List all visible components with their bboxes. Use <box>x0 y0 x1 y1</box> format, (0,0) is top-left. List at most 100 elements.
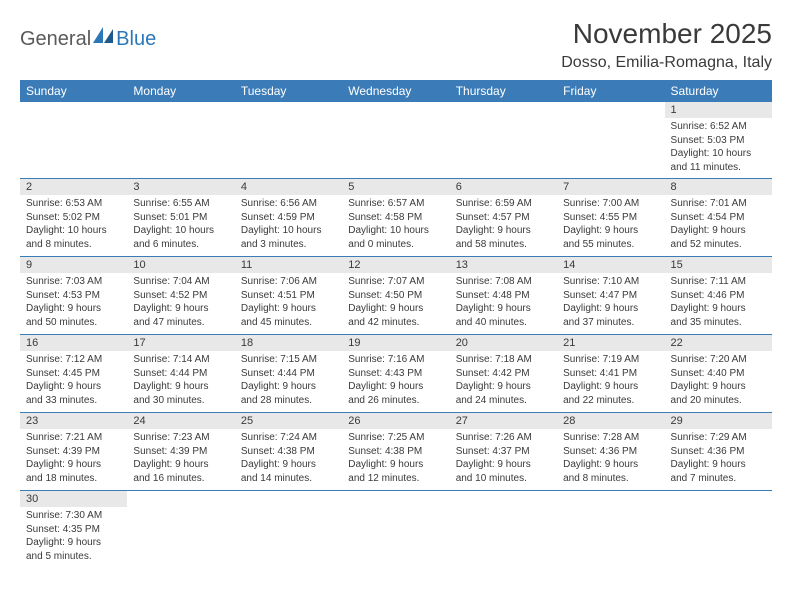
day-content: Sunrise: 6:53 AMSunset: 5:02 PMDaylight:… <box>20 195 127 255</box>
day-cell: 3Sunrise: 6:55 AMSunset: 5:01 PMDaylight… <box>127 179 234 257</box>
day-cell: 6Sunrise: 6:59 AMSunset: 4:57 PMDaylight… <box>450 179 557 257</box>
day-number: 1 <box>665 102 772 118</box>
day-line: Sunrise: 7:19 AM <box>563 353 658 367</box>
dayname-thu: Thursday <box>450 80 557 102</box>
day-cell: 7Sunrise: 7:00 AMSunset: 4:55 PMDaylight… <box>557 179 664 257</box>
day-line: Sunrise: 7:30 AM <box>26 509 121 523</box>
day-number: 17 <box>127 335 234 351</box>
day-line: Sunset: 4:39 PM <box>26 445 121 459</box>
day-cell: 26Sunrise: 7:25 AMSunset: 4:38 PMDayligh… <box>342 413 449 491</box>
day-line: and 7 minutes. <box>671 472 766 486</box>
day-line: Sunrise: 7:06 AM <box>241 275 336 289</box>
day-cell <box>342 102 449 179</box>
day-line: Daylight: 9 hours <box>26 302 121 316</box>
day-line: and 42 minutes. <box>348 316 443 330</box>
day-content: Sunrise: 7:23 AMSunset: 4:39 PMDaylight:… <box>127 429 234 489</box>
day-line: Sunrise: 7:23 AM <box>133 431 228 445</box>
day-content: Sunrise: 7:30 AMSunset: 4:35 PMDaylight:… <box>20 507 127 567</box>
day-line: Daylight: 9 hours <box>671 380 766 394</box>
day-line: Daylight: 9 hours <box>241 458 336 472</box>
month-title: November 2025 <box>561 18 772 50</box>
day-line: and 24 minutes. <box>456 394 551 408</box>
day-cell: 24Sunrise: 7:23 AMSunset: 4:39 PMDayligh… <box>127 413 234 491</box>
day-number: 15 <box>665 257 772 273</box>
day-line: Sunrise: 7:01 AM <box>671 197 766 211</box>
day-line: Daylight: 9 hours <box>671 224 766 238</box>
day-content: Sunrise: 7:25 AMSunset: 4:38 PMDaylight:… <box>342 429 449 489</box>
day-line: Daylight: 9 hours <box>563 380 658 394</box>
day-line: Daylight: 9 hours <box>133 302 228 316</box>
day-line: Daylight: 9 hours <box>456 380 551 394</box>
day-cell <box>557 491 664 569</box>
day-line: Sunrise: 7:14 AM <box>133 353 228 367</box>
day-number: 11 <box>235 257 342 273</box>
day-content: Sunrise: 7:29 AMSunset: 4:36 PMDaylight:… <box>665 429 772 489</box>
day-line: Sunrise: 7:21 AM <box>26 431 121 445</box>
day-content: Sunrise: 7:07 AMSunset: 4:50 PMDaylight:… <box>342 273 449 333</box>
dayname-sat: Saturday <box>665 80 772 102</box>
day-cell: 13Sunrise: 7:08 AMSunset: 4:48 PMDayligh… <box>450 257 557 335</box>
dayname-wed: Wednesday <box>342 80 449 102</box>
day-line: Sunrise: 7:24 AM <box>241 431 336 445</box>
day-cell: 30Sunrise: 7:30 AMSunset: 4:35 PMDayligh… <box>20 491 127 569</box>
day-line: and 33 minutes. <box>26 394 121 408</box>
day-line: Sunset: 4:44 PM <box>133 367 228 381</box>
day-line: Sunset: 5:02 PM <box>26 211 121 225</box>
day-line: Sunrise: 7:16 AM <box>348 353 443 367</box>
day-line: Sunrise: 7:07 AM <box>348 275 443 289</box>
day-number: 4 <box>235 179 342 195</box>
day-line: Daylight: 9 hours <box>348 380 443 394</box>
day-line: Sunrise: 7:12 AM <box>26 353 121 367</box>
day-cell: 8Sunrise: 7:01 AMSunset: 4:54 PMDaylight… <box>665 179 772 257</box>
day-number: 18 <box>235 335 342 351</box>
day-line: and 8 minutes. <box>26 238 121 252</box>
day-cell: 14Sunrise: 7:10 AMSunset: 4:47 PMDayligh… <box>557 257 664 335</box>
day-line: and 0 minutes. <box>348 238 443 252</box>
day-line: Sunrise: 7:11 AM <box>671 275 766 289</box>
day-line: and 40 minutes. <box>456 316 551 330</box>
day-number: 6 <box>450 179 557 195</box>
day-line: Sunrise: 7:15 AM <box>241 353 336 367</box>
day-line: Sunset: 4:51 PM <box>241 289 336 303</box>
week-row: 23Sunrise: 7:21 AMSunset: 4:39 PMDayligh… <box>20 413 772 491</box>
day-line: and 37 minutes. <box>563 316 658 330</box>
day-cell: 1Sunrise: 6:52 AMSunset: 5:03 PMDaylight… <box>665 102 772 179</box>
day-content: Sunrise: 7:04 AMSunset: 4:52 PMDaylight:… <box>127 273 234 333</box>
day-line: and 11 minutes. <box>671 161 766 175</box>
day-line: Sunset: 4:59 PM <box>241 211 336 225</box>
day-line: Sunrise: 7:10 AM <box>563 275 658 289</box>
day-content: Sunrise: 6:55 AMSunset: 5:01 PMDaylight:… <box>127 195 234 255</box>
day-line: and 6 minutes. <box>133 238 228 252</box>
day-line: Sunset: 4:44 PM <box>241 367 336 381</box>
day-line: and 10 minutes. <box>456 472 551 486</box>
day-line: and 45 minutes. <box>241 316 336 330</box>
day-line: Sunset: 5:03 PM <box>671 134 766 148</box>
day-content: Sunrise: 7:10 AMSunset: 4:47 PMDaylight:… <box>557 273 664 333</box>
day-line: Daylight: 9 hours <box>671 458 766 472</box>
day-line: and 26 minutes. <box>348 394 443 408</box>
day-line: Sunset: 4:46 PM <box>671 289 766 303</box>
day-line: Sunset: 4:54 PM <box>671 211 766 225</box>
day-content: Sunrise: 7:01 AMSunset: 4:54 PMDaylight:… <box>665 195 772 255</box>
day-line: Daylight: 10 hours <box>671 147 766 161</box>
day-content: Sunrise: 7:12 AMSunset: 4:45 PMDaylight:… <box>20 351 127 411</box>
day-line: Sunset: 5:01 PM <box>133 211 228 225</box>
week-row: 16Sunrise: 7:12 AMSunset: 4:45 PMDayligh… <box>20 335 772 413</box>
day-line: and 12 minutes. <box>348 472 443 486</box>
day-content: Sunrise: 7:24 AMSunset: 4:38 PMDaylight:… <box>235 429 342 489</box>
day-cell: 18Sunrise: 7:15 AMSunset: 4:44 PMDayligh… <box>235 335 342 413</box>
day-number: 8 <box>665 179 772 195</box>
day-line: Sunset: 4:53 PM <box>26 289 121 303</box>
day-line: Daylight: 9 hours <box>241 302 336 316</box>
day-line: Daylight: 9 hours <box>456 224 551 238</box>
day-content: Sunrise: 6:56 AMSunset: 4:59 PMDaylight:… <box>235 195 342 255</box>
week-row: 9Sunrise: 7:03 AMSunset: 4:53 PMDaylight… <box>20 257 772 335</box>
day-line: Sunset: 4:57 PM <box>456 211 551 225</box>
day-line: Daylight: 9 hours <box>26 380 121 394</box>
week-row: 30Sunrise: 7:30 AMSunset: 4:35 PMDayligh… <box>20 491 772 569</box>
day-line: Sunrise: 6:56 AM <box>241 197 336 211</box>
day-cell: 25Sunrise: 7:24 AMSunset: 4:38 PMDayligh… <box>235 413 342 491</box>
day-content: Sunrise: 7:03 AMSunset: 4:53 PMDaylight:… <box>20 273 127 333</box>
day-cell: 20Sunrise: 7:18 AMSunset: 4:42 PMDayligh… <box>450 335 557 413</box>
day-line: Daylight: 9 hours <box>26 458 121 472</box>
